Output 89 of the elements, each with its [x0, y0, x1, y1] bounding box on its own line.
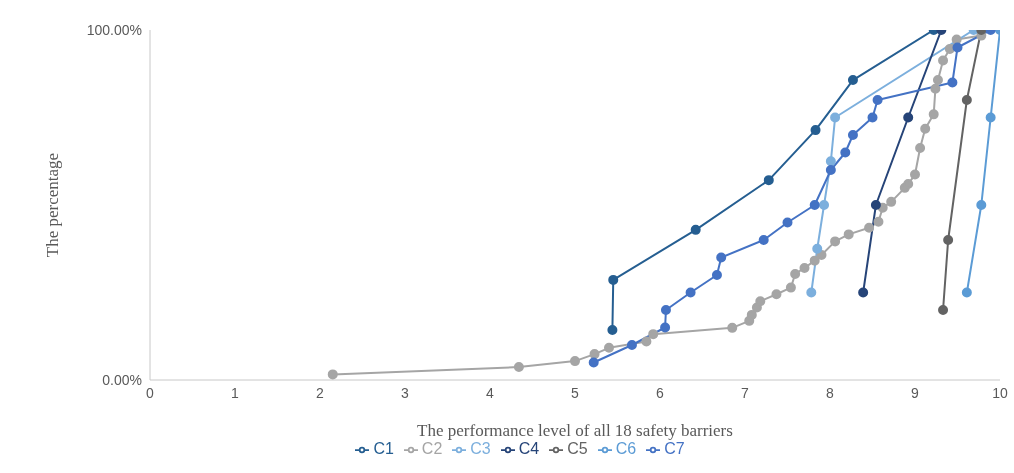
point — [843, 229, 854, 240]
x-tick-label: 4 — [486, 384, 495, 401]
point — [952, 42, 963, 53]
point — [588, 357, 599, 368]
point — [716, 252, 727, 263]
point — [327, 369, 338, 380]
point — [944, 43, 955, 54]
x-tick-label: 1 — [231, 384, 240, 401]
point — [840, 147, 851, 158]
point — [910, 169, 920, 180]
point — [799, 263, 810, 273]
point — [790, 268, 801, 279]
point — [809, 200, 820, 210]
x-tick-label: 3 — [401, 384, 410, 401]
x-tick-label: 2 — [316, 384, 325, 401]
point — [864, 222, 875, 233]
point — [660, 305, 671, 315]
point — [870, 200, 881, 210]
point — [771, 289, 782, 300]
legend-label: C5 — [567, 440, 588, 457]
point — [867, 112, 878, 123]
point — [938, 305, 949, 315]
point — [607, 324, 618, 335]
point — [806, 287, 817, 298]
x-tick-label: 5 — [571, 384, 580, 401]
point — [810, 125, 821, 136]
y-axis-title: The percentage — [43, 152, 63, 258]
point — [819, 200, 830, 210]
point — [763, 175, 774, 186]
point — [858, 287, 869, 298]
point — [711, 270, 722, 280]
point — [570, 356, 580, 367]
x-tick-label: 9 — [911, 384, 920, 401]
point — [903, 179, 914, 189]
point — [758, 235, 769, 245]
point — [782, 217, 793, 228]
legend-label: C6 — [615, 440, 637, 457]
point — [727, 322, 738, 333]
point — [951, 34, 962, 45]
point — [947, 77, 958, 88]
legend-label: C2 — [421, 440, 443, 457]
legend-label: C4 — [518, 440, 540, 457]
point — [847, 75, 858, 86]
point — [920, 123, 931, 134]
x-tick-label: 10 — [992, 384, 1008, 401]
y-tick-label: 100.00% — [86, 21, 142, 38]
point — [872, 95, 883, 105]
point — [660, 322, 671, 333]
point — [690, 224, 701, 235]
point — [938, 55, 949, 66]
point — [755, 296, 766, 307]
point — [985, 112, 996, 123]
legend-label: C1 — [373, 440, 394, 457]
point — [932, 75, 943, 86]
point — [847, 130, 858, 140]
x-tick-label: 8 — [826, 384, 835, 401]
point — [830, 236, 841, 247]
point — [626, 340, 637, 350]
point — [812, 243, 823, 254]
point — [513, 362, 524, 373]
x-tick-label: 0 — [146, 384, 155, 401]
point — [685, 287, 696, 298]
point — [825, 156, 836, 167]
point — [961, 287, 972, 298]
point — [873, 216, 884, 227]
point — [589, 349, 600, 360]
point — [928, 109, 939, 120]
point — [785, 282, 796, 293]
x-tick-label: 7 — [741, 384, 750, 401]
point — [915, 142, 926, 153]
point — [961, 95, 972, 105]
point — [608, 274, 619, 285]
x-axis-title: The performance level of all 18 safety barriers — [417, 421, 733, 440]
point — [825, 165, 836, 175]
point — [648, 329, 659, 340]
point — [886, 196, 897, 207]
point — [976, 200, 987, 210]
x-tick-label: 6 — [656, 384, 665, 401]
point — [746, 309, 757, 320]
point — [930, 83, 941, 94]
point — [604, 342, 614, 353]
point — [943, 235, 954, 245]
point — [641, 336, 652, 347]
point — [903, 112, 914, 123]
legend-label: C7 — [664, 440, 685, 457]
point — [809, 255, 820, 266]
point — [830, 112, 841, 123]
y-tick-label: 0.00% — [102, 371, 142, 388]
legend-label: C3 — [470, 440, 491, 457]
